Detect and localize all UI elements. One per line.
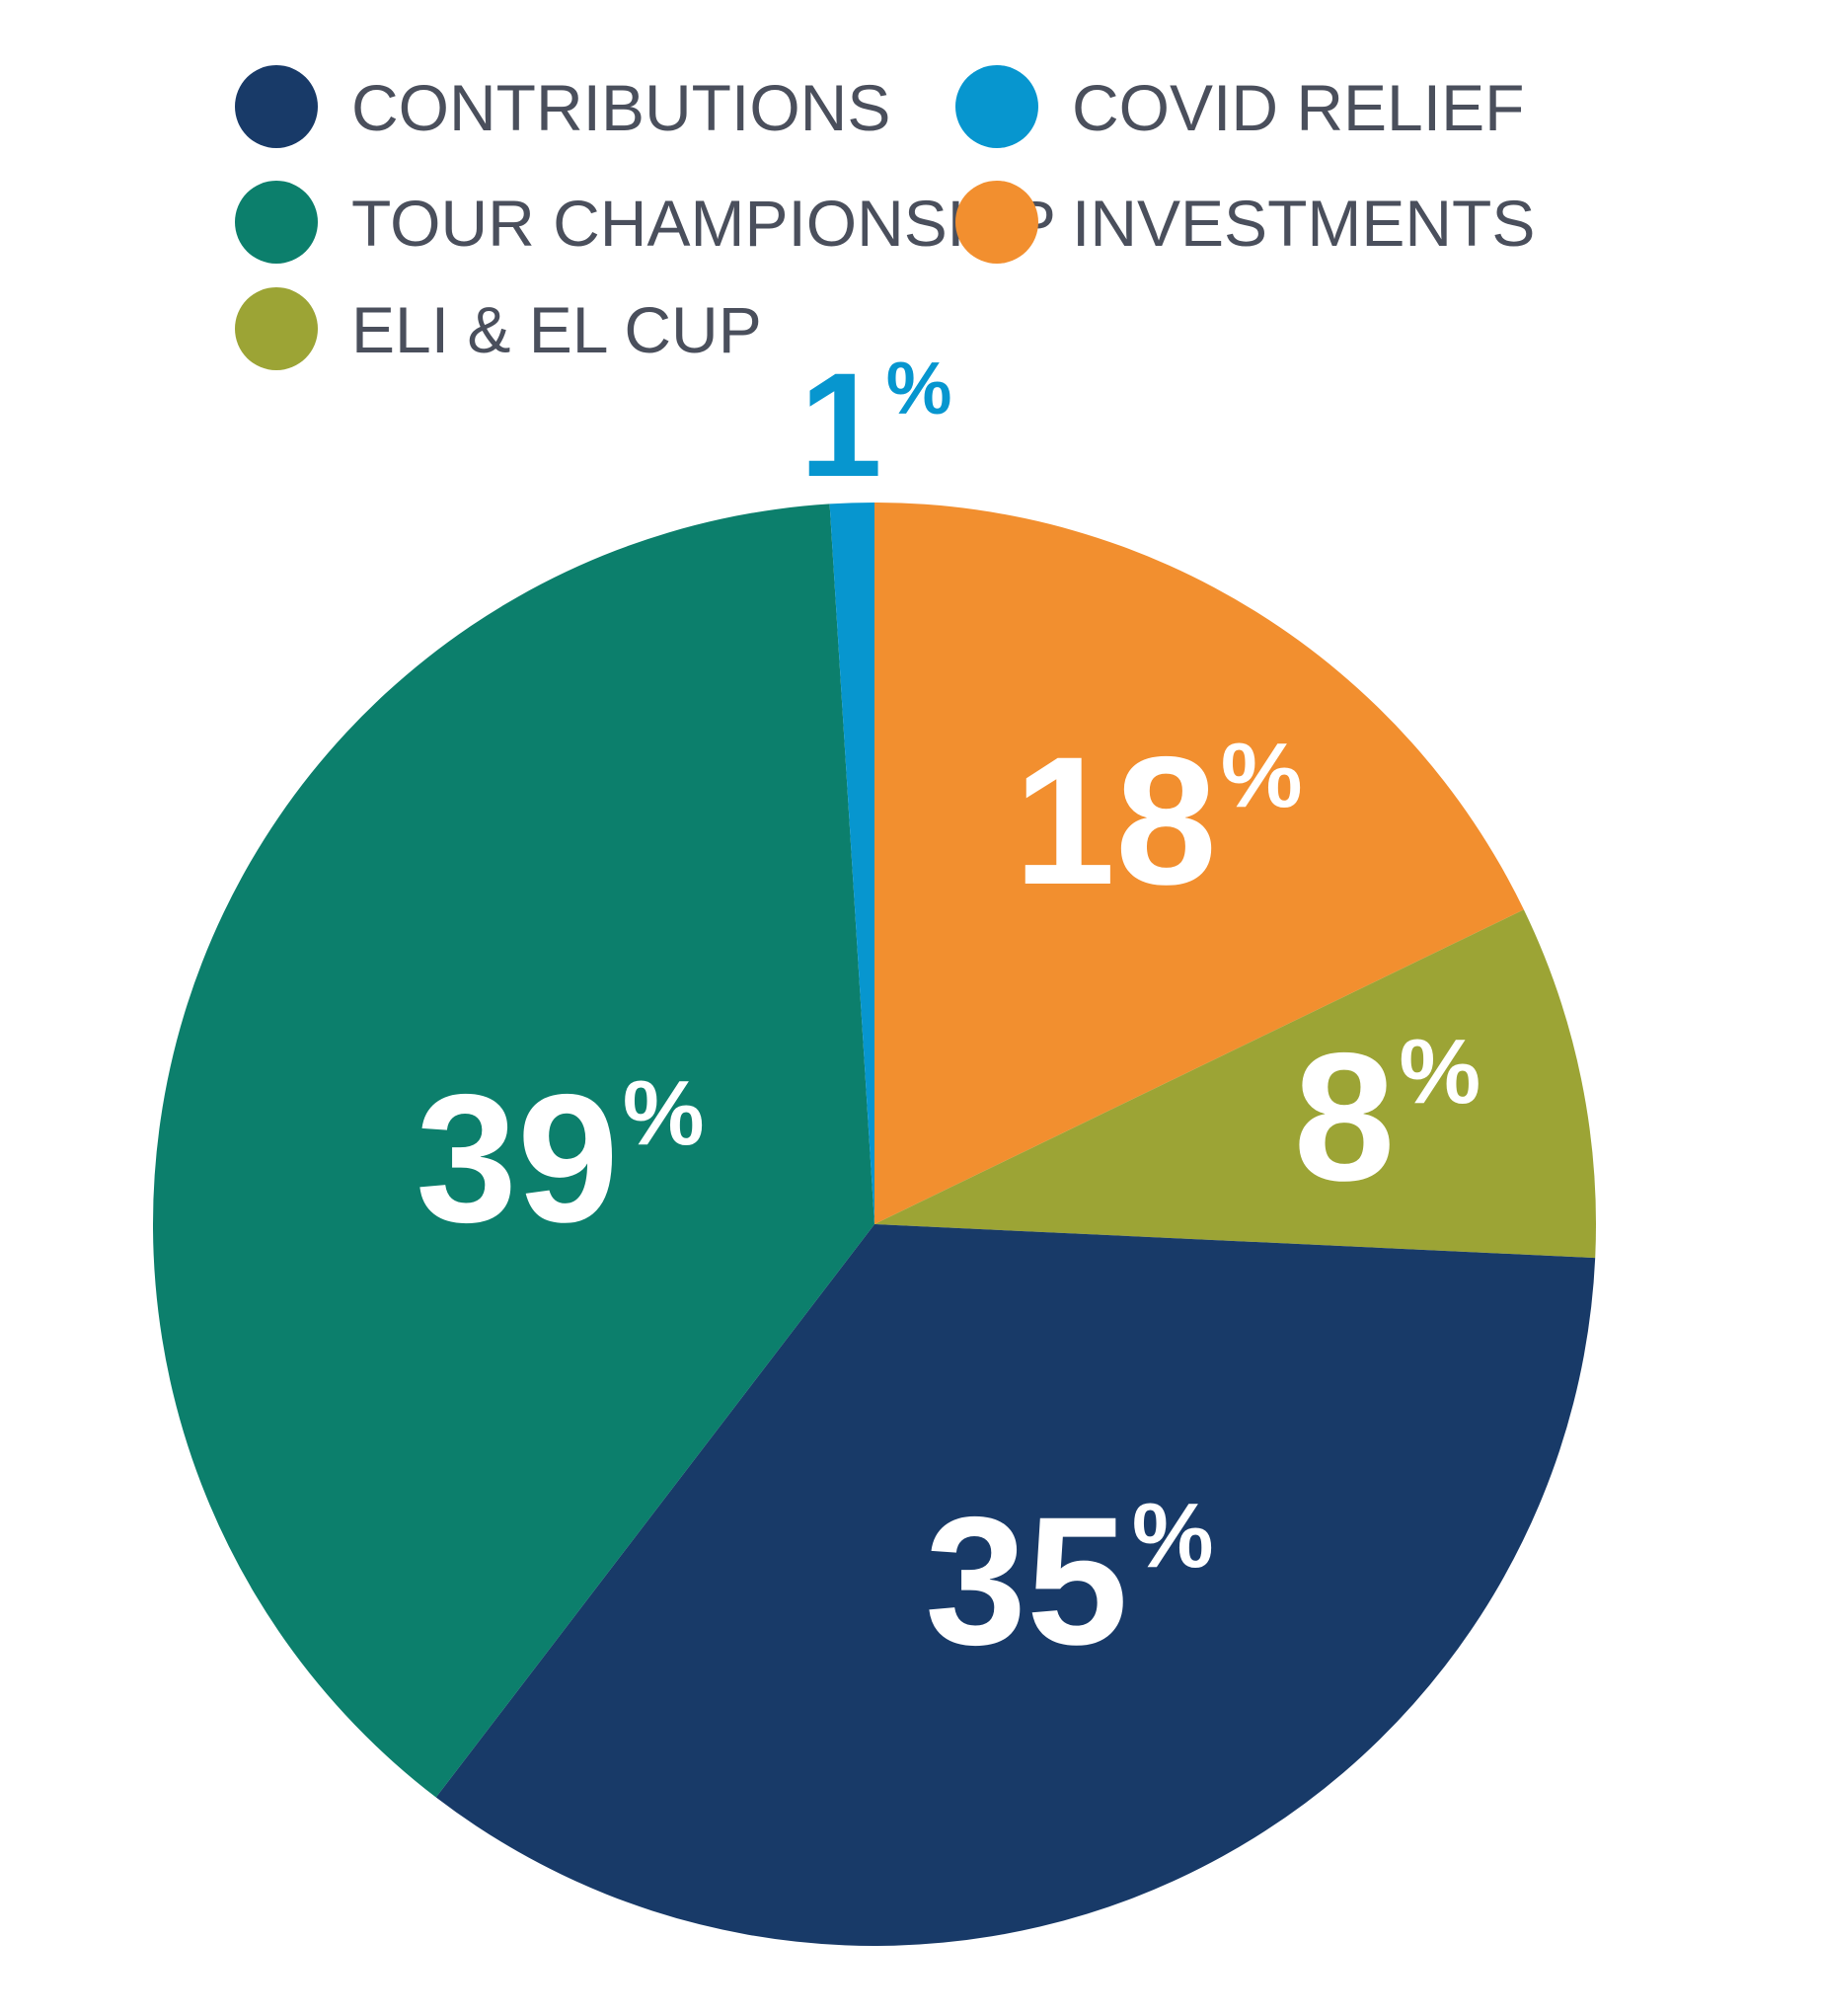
slice-label-tour-championship: 39 — [416, 1057, 619, 1261]
slice-labels: 18 %8 %35 %39 %1% — [416, 342, 1480, 1683]
percent-sign-eli-el-cup: % — [1399, 1020, 1480, 1123]
slice-label-contributions: 35 — [925, 1480, 1128, 1683]
slice-label-eli-el-cup: 8 — [1294, 1016, 1396, 1219]
legend-label-eli-el-cup: ELI & EL CUP — [351, 293, 762, 366]
legend-label-investments: INVESTMENTS — [1072, 187, 1535, 260]
slice-label-covid-relief: 1 — [799, 342, 881, 507]
legend-label-tour-championship: TOUR CHAMPIONSHIP — [351, 187, 1056, 260]
percent-sign-covid-relief: % — [886, 347, 952, 429]
legend-swatch-contributions — [235, 65, 318, 148]
pie-slice-contributions — [435, 1224, 1596, 1946]
legend-swatch-tour-championship — [235, 181, 318, 264]
slice-label-investments: 18 — [1014, 720, 1217, 923]
legend-label-contributions: CONTRIBUTIONS — [351, 71, 890, 144]
percent-sign-tour-championship: % — [623, 1061, 705, 1164]
pie-slices — [152, 503, 1596, 1946]
legend-swatch-investments — [955, 181, 1038, 264]
pie-slice-tour-championship — [152, 504, 875, 1798]
percent-sign-investments: % — [1221, 724, 1303, 826]
pie-slice-covid-relief — [829, 503, 874, 1224]
pie-slice-investments — [874, 503, 1524, 1224]
legend-swatch-eli-el-cup — [235, 287, 318, 370]
legend-swatch-covid-relief — [955, 65, 1038, 148]
percent-sign-contributions: % — [1132, 1484, 1214, 1587]
pie-slice-eli-el-cup — [874, 909, 1596, 1259]
legend-label-covid-relief: COVID RELIEF — [1072, 71, 1524, 144]
